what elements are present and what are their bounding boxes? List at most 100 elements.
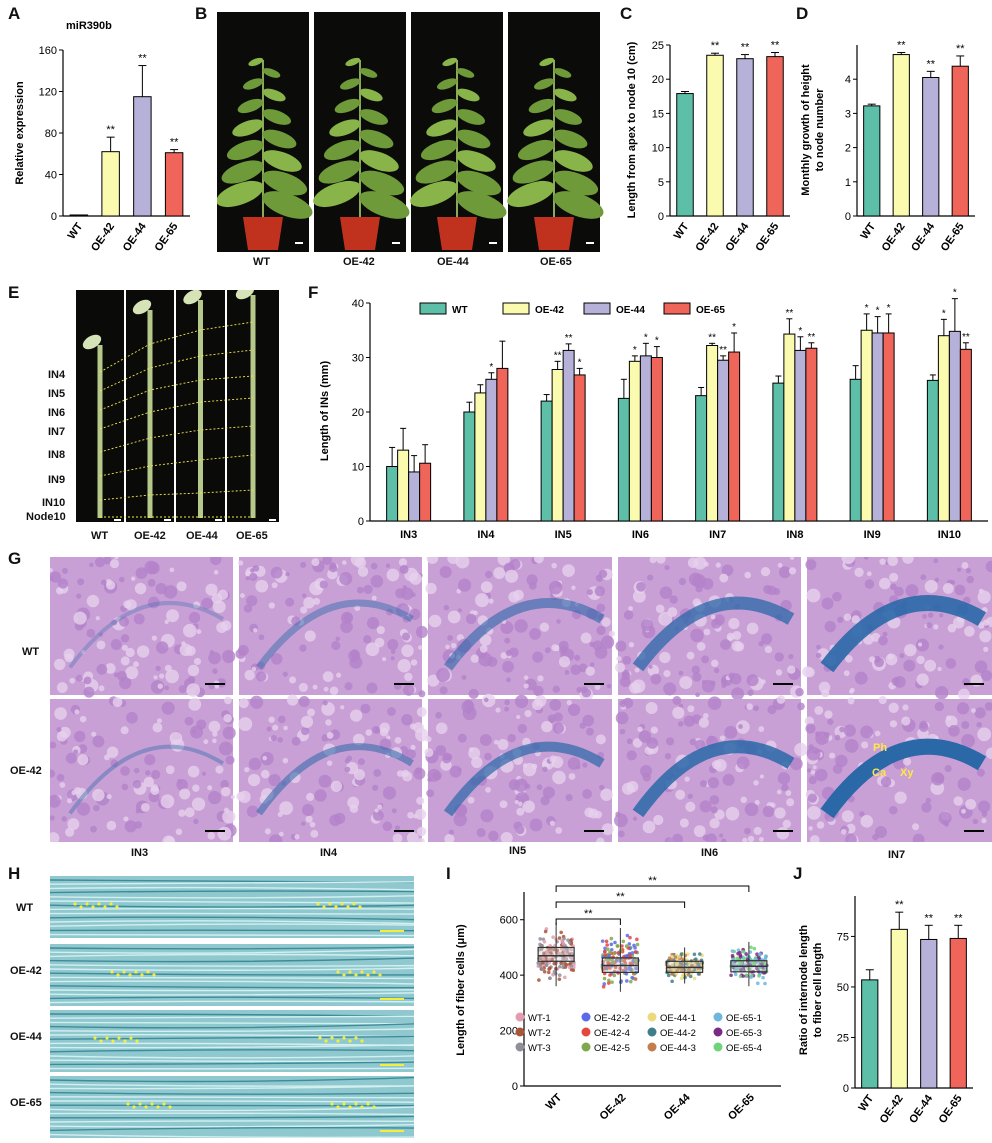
- x-tick-label: IN9: [864, 529, 881, 541]
- stem-label-oe42: OE-42: [134, 530, 166, 542]
- data-point: [630, 951, 635, 955]
- cell: [213, 570, 219, 575]
- cell: [815, 652, 822, 659]
- cell: [532, 699, 543, 711]
- cell: [209, 557, 222, 566]
- y-tick-label: 200: [500, 1026, 518, 1038]
- x-tick-label: OE-42: [878, 1093, 906, 1126]
- cell: [160, 794, 175, 809]
- leaf: [456, 129, 491, 149]
- cell: [83, 686, 95, 698]
- cell: [500, 621, 514, 635]
- cell: [740, 796, 747, 804]
- internode-label-node10: Node10: [26, 511, 66, 523]
- cell: [707, 735, 715, 743]
- fiber-cell: [50, 1126, 414, 1132]
- cell: [260, 769, 270, 779]
- significance-mark: **: [954, 912, 963, 924]
- data-point: [541, 957, 546, 961]
- cell: [957, 688, 970, 701]
- cell: [478, 652, 493, 667]
- bar-oe-65: [419, 462, 432, 522]
- cell: [731, 640, 743, 652]
- leaf: [456, 191, 507, 219]
- fiber-cell: [50, 953, 414, 958]
- cell: [363, 584, 373, 595]
- data-point: [679, 952, 684, 956]
- cell: [480, 809, 494, 823]
- cell: [574, 654, 581, 661]
- cell: [169, 731, 183, 745]
- scale-bar: [215, 519, 222, 521]
- cell: [728, 618, 740, 630]
- cell: [306, 792, 315, 801]
- cell: [322, 671, 334, 682]
- cell: [248, 757, 262, 771]
- fiber-marker: [73, 902, 77, 906]
- cell: [98, 632, 104, 637]
- cell: [655, 604, 665, 614]
- fiber-marker: [99, 1039, 103, 1043]
- cell: [835, 754, 848, 768]
- cell: [301, 803, 315, 817]
- cell: [220, 786, 231, 797]
- cell: [91, 731, 97, 737]
- cell: [493, 739, 499, 745]
- cell: [140, 802, 150, 812]
- data-point: [635, 960, 639, 964]
- cell: [669, 595, 678, 604]
- leaf: [243, 78, 264, 90]
- xylem-band: [820, 595, 987, 673]
- significance-mark: *: [644, 332, 648, 343]
- cell: [665, 737, 675, 746]
- fiber-cell: [50, 933, 414, 937]
- cell: [401, 714, 413, 726]
- cell: [758, 726, 765, 732]
- cell: [732, 630, 742, 640]
- cell: [50, 575, 54, 581]
- cell: [916, 655, 925, 665]
- cell: [696, 642, 706, 651]
- fiber-cell: [50, 1013, 414, 1018]
- y-tick-label: 0: [843, 1083, 849, 1095]
- y-axis-label: Length of fiber cells (μm): [455, 924, 467, 1056]
- cell: [564, 669, 570, 675]
- cell: [500, 652, 508, 659]
- cell: [238, 560, 244, 566]
- cell: [215, 765, 224, 774]
- legend-label: OE-44-3: [660, 1043, 696, 1054]
- cell: [458, 578, 472, 592]
- cell: [399, 564, 409, 574]
- cell: [541, 720, 553, 733]
- cell: [964, 626, 975, 637]
- data-point: [559, 930, 563, 935]
- scale-bar: [773, 683, 793, 685]
- cell: [282, 671, 288, 677]
- cell: [402, 615, 410, 623]
- legend-label: OE-42: [535, 305, 564, 316]
- cell: [891, 677, 901, 686]
- cell: [184, 716, 194, 726]
- cell: [306, 708, 315, 717]
- cell: [887, 653, 894, 660]
- scale-bar: [586, 242, 594, 244]
- leaf: [528, 98, 555, 114]
- data-point: [730, 949, 735, 953]
- cell: [781, 783, 789, 792]
- y-tick-label: 4: [845, 74, 851, 86]
- cell: [201, 771, 207, 776]
- data-point: [561, 956, 565, 961]
- fiber-marker: [162, 1102, 166, 1106]
- fiber-cell: [50, 989, 414, 992]
- cell: [135, 809, 141, 814]
- cell: [134, 821, 143, 829]
- cell: [664, 752, 672, 760]
- scale-bar: [164, 519, 171, 521]
- data-point: [670, 979, 674, 984]
- xylem-band: [632, 596, 795, 672]
- significance-mark: *: [887, 303, 891, 314]
- cell: [899, 653, 905, 659]
- fiber-marker: [360, 970, 364, 974]
- data-point: [666, 973, 671, 978]
- cell: [631, 679, 646, 693]
